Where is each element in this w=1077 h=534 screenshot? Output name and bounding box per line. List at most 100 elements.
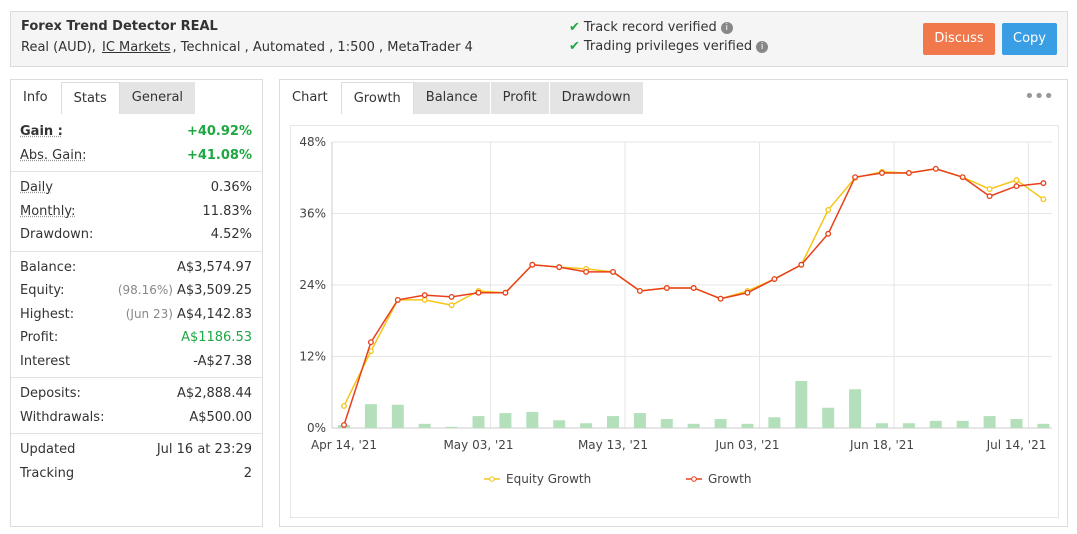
- stat-label: Updated: [20, 442, 76, 457]
- tab[interactable]: General: [119, 82, 197, 114]
- stat-value-wrap: A$1186.53: [181, 326, 252, 350]
- point: [1013, 183, 1020, 190]
- chart-frame: [290, 125, 1059, 518]
- account-info: Real (AUD), IC Markets, Technical , Auto…: [21, 40, 473, 55]
- chart-panel: Chart Growth Balance Profit Drawdown •••: [279, 79, 1068, 527]
- stat-label: Highest:: [20, 306, 75, 322]
- bar: [633, 413, 646, 428]
- bar: [687, 423, 700, 428]
- bar: [580, 423, 593, 428]
- point: [932, 165, 939, 172]
- bar: [391, 404, 404, 428]
- stat-label: Withdrawals:: [20, 409, 105, 425]
- stat-value: A$500.00: [189, 409, 252, 425]
- bar: [499, 413, 512, 428]
- point: [583, 268, 590, 275]
- bar: [1037, 423, 1050, 428]
- stat-value: +40.92%: [186, 124, 252, 139]
- stat-value-wrap: 0.36%: [211, 176, 252, 200]
- point: [421, 292, 428, 299]
- bar: [902, 423, 915, 428]
- tab[interactable]: Info: [11, 82, 61, 114]
- stat-label: Gain :: [20, 124, 63, 139]
- bar: [849, 389, 862, 428]
- header: Forex Trend Detector REAL Real (AUD), IC…: [10, 11, 1068, 67]
- stats-row: Gain : +40.92%: [11, 120, 262, 144]
- stat-label: Deposits:: [20, 386, 81, 401]
- tab[interactable]: Drawdown: [549, 82, 644, 114]
- copy-button[interactable]: Copy: [1002, 23, 1057, 55]
- broker-link[interactable]: IC Markets: [102, 40, 171, 55]
- bar: [660, 419, 673, 428]
- point: [663, 285, 670, 291]
- stat-value-wrap: +40.92%: [187, 120, 252, 144]
- point: [610, 268, 616, 275]
- point: [448, 293, 455, 300]
- stat-note: (Jun 23): [125, 306, 173, 321]
- stats-group: Balance: A$3,574.97 Equity: (98.16%) A$3,509…: [11, 250, 262, 378]
- x-tick-label: Apr 14, '21: [311, 438, 377, 452]
- stat-value: A$3,574.97: [176, 259, 252, 275]
- stat-value-wrap: +41.08%: [187, 144, 252, 168]
- stat-label: Monthly:: [20, 203, 76, 219]
- x-tick-label: May 13, '21: [578, 438, 648, 452]
- stats-group: Daily 0.36% Monthly: 11.83% Drawdown: 4.52%: [11, 171, 262, 251]
- stat-label: Abs. Gain:: [20, 147, 87, 163]
- y-tick-label: 24%: [299, 278, 326, 292]
- stat-value-wrap: -A$27.38: [193, 350, 252, 374]
- stats-row: Drawdown: 4.52%: [11, 223, 262, 247]
- stat-value: A$2,888.44: [176, 386, 252, 401]
- stats-tabs: Info Stats General: [11, 80, 197, 114]
- stat-value: +41.08%: [186, 147, 252, 163]
- stats-row: Updated Jul 16 at 23:29: [11, 438, 262, 462]
- verified-text: Track record verified: [583, 20, 717, 35]
- x-tick-label: Jul 14, '21: [986, 438, 1047, 452]
- point: [448, 302, 455, 309]
- bar: [472, 416, 485, 428]
- account-type: Real (AUD),: [21, 40, 96, 55]
- stat-value-wrap: 11.83%: [202, 200, 252, 224]
- point: [986, 193, 993, 200]
- stat-value-wrap: 2: [244, 462, 252, 486]
- tab[interactable]: Profit: [490, 82, 550, 114]
- bar: [1010, 419, 1023, 428]
- stat-label: Balance:: [20, 259, 77, 275]
- stats-row: Profit: A$1186.53: [11, 326, 262, 350]
- stat-value: 11.83%: [202, 203, 252, 219]
- bar: [418, 423, 431, 428]
- point: [690, 285, 697, 291]
- tab[interactable]: Stats: [60, 82, 120, 114]
- stat-value-wrap: (Jun 23) A$4,142.83: [126, 303, 252, 327]
- stats-rows: Gain : +40.92% Abs. Gain: +41.08% Daily 0.36%…: [11, 116, 262, 489]
- account-title: Forex Trend Detector REAL: [21, 19, 218, 34]
- stats-group: Gain : +40.92% Abs. Gain: +41.08%: [11, 116, 262, 171]
- discuss-button[interactable]: Discuss: [923, 23, 995, 55]
- stats-row: Highest: (Jun 23) A$4,142.83: [11, 303, 262, 327]
- legend-marker: [489, 476, 495, 482]
- menu-dots[interactable]: •••: [1024, 86, 1054, 107]
- stat-value: A$3,509.25: [176, 283, 252, 298]
- tab[interactable]: Chart: [280, 82, 341, 114]
- point: [852, 174, 859, 181]
- stat-label: Drawdown:: [20, 227, 94, 242]
- stat-label: Tracking: [20, 465, 75, 481]
- x-tick-label: Jun 03, '21: [714, 438, 779, 452]
- verified-item: ✔ Track record verified i: [569, 20, 733, 35]
- point: [879, 170, 885, 176]
- stat-label: Equity:: [20, 283, 65, 298]
- stat-value-wrap: Jul 16 at 23:29: [157, 438, 252, 462]
- y-tick-label: 36%: [299, 207, 326, 221]
- bar: [714, 419, 727, 428]
- tab[interactable]: Balance: [413, 82, 491, 114]
- legend-label: Equity Growth: [506, 472, 591, 486]
- bar: [364, 404, 377, 428]
- stat-value: 4.52%: [210, 227, 252, 242]
- tab[interactable]: Growth: [340, 82, 414, 114]
- stats-row: Deposits: A$2,888.44: [11, 382, 262, 406]
- stat-value-wrap: (98.16%) A$3,509.25: [118, 279, 252, 303]
- point: [986, 186, 993, 193]
- point: [825, 230, 832, 237]
- bar: [445, 426, 458, 428]
